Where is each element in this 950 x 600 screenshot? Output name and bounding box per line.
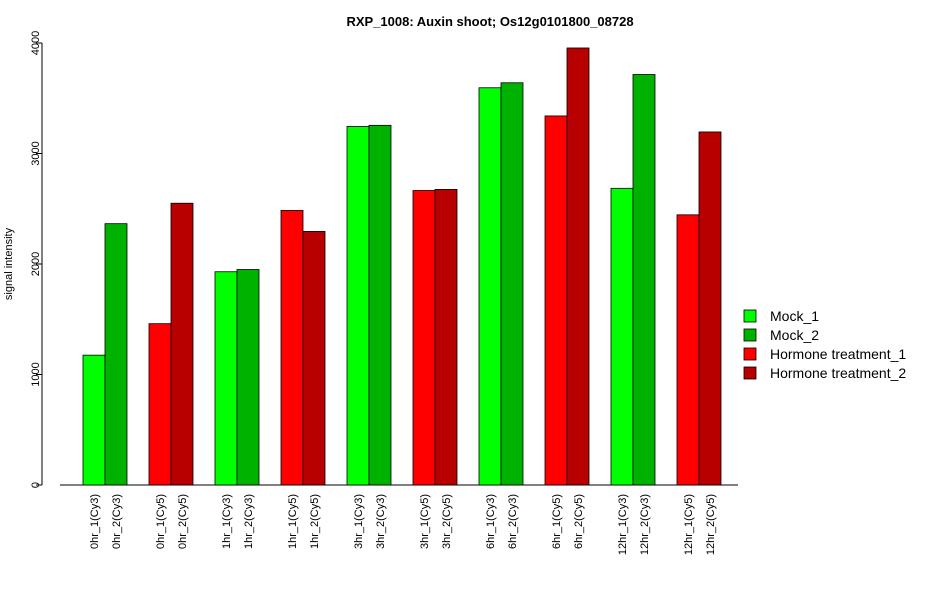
x-tick-label: 3hr_1(Cy3) xyxy=(353,494,365,549)
bar xyxy=(236,269,260,486)
x-tick-label: 12hr_2(Cy5) xyxy=(705,494,717,555)
x-tick-label: 0hr_2(Cy3) xyxy=(111,494,123,549)
y-tick-label: 2000 xyxy=(30,252,42,276)
legend: Mock_1 Mock_2 Hormone treatment_1 Hormone t… xyxy=(743,308,906,381)
x-tick-label: 6hr_1(Cy5) xyxy=(551,494,563,549)
legend-swatch xyxy=(743,366,757,380)
bar xyxy=(368,124,392,486)
bar xyxy=(170,202,194,486)
y-tick-label: 4000 xyxy=(30,31,42,55)
legend-swatch xyxy=(743,328,757,342)
legend-label: Mock_2 xyxy=(770,327,819,343)
bar xyxy=(698,131,722,486)
x-tick-label: 3hr_1(Cy5) xyxy=(419,494,431,549)
bar xyxy=(610,187,634,486)
bar xyxy=(302,231,326,486)
x-tick-label: 6hr_1(Cy3) xyxy=(485,494,497,549)
bar xyxy=(632,74,656,486)
bar xyxy=(214,271,238,486)
x-tick-label: 12hr_1(Cy5) xyxy=(683,494,695,555)
bar xyxy=(346,126,370,486)
x-tick-label: 12hr_1(Cy3) xyxy=(617,494,629,555)
bar xyxy=(500,82,524,486)
x-tick-label: 1hr_1(Cy3) xyxy=(221,494,233,549)
x-tick-label: 3hr_2(Cy3) xyxy=(375,494,387,549)
x-tick-label: 6hr_2(Cy3) xyxy=(507,494,519,549)
bar xyxy=(148,323,172,486)
y-axis-label: signal intensity xyxy=(3,227,15,300)
legend-label: Mock_1 xyxy=(770,308,819,324)
bar xyxy=(676,214,700,486)
bar xyxy=(434,189,458,486)
x-tick-labels: 0hr_1(Cy3) 0hr_2(Cy3) 0hr_1(Cy5) 0hr_2(Cy5)… xyxy=(89,494,717,555)
bar xyxy=(544,115,568,486)
bar xyxy=(280,210,304,486)
bar xyxy=(478,87,502,486)
x-tick-label: 6hr_2(Cy5) xyxy=(573,494,585,549)
x-tick-label: 0hr_1(Cy3) xyxy=(89,494,101,549)
legend-swatch xyxy=(743,309,757,323)
y-axis: 0 1000 2000 3000 4000 xyxy=(30,31,43,488)
bar xyxy=(412,190,436,486)
x-tick-label: 3hr_2(Cy5) xyxy=(441,494,453,549)
legend-swatch xyxy=(743,347,757,361)
bar xyxy=(104,223,128,486)
x-tick-label: 1hr_2(Cy3) xyxy=(243,494,255,549)
y-tick-label: 3000 xyxy=(30,141,42,165)
x-tick-label: 1hr_1(Cy5) xyxy=(287,494,299,549)
bars xyxy=(82,47,722,486)
x-tick-label: 0hr_1(Cy5) xyxy=(155,494,167,549)
y-tick-label: 0 xyxy=(30,482,42,488)
legend-label: Hormone treatment_2 xyxy=(770,365,906,381)
bar xyxy=(82,354,106,486)
x-tick-label: 1hr_2(Cy5) xyxy=(309,494,321,549)
chart-title: RXP_1008: Auxin shoot; Os12g0101800_0872… xyxy=(346,14,633,29)
x-tick-label: 0hr_2(Cy5) xyxy=(177,494,189,549)
x-tick-label: 12hr_2(Cy3) xyxy=(639,494,651,555)
legend-label: Hormone treatment_1 xyxy=(770,346,906,362)
bar xyxy=(566,47,590,486)
y-tick-label: 1000 xyxy=(30,362,42,386)
